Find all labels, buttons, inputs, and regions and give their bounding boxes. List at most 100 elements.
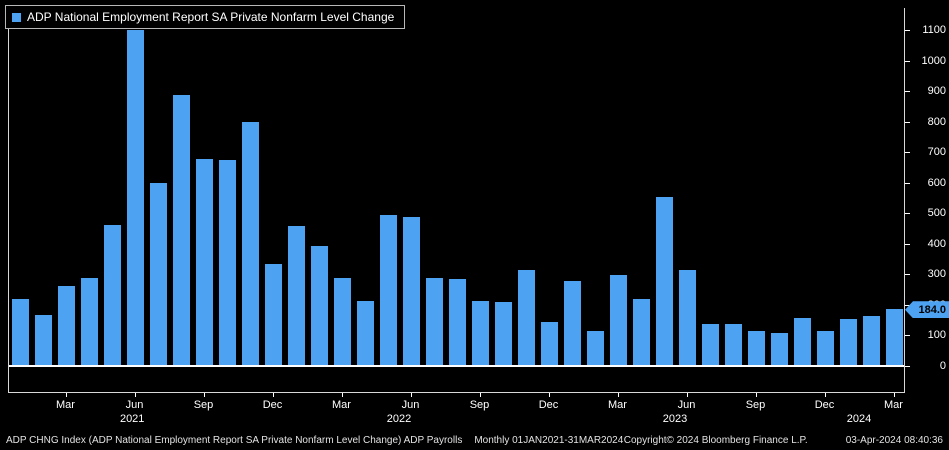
bar bbox=[817, 331, 834, 365]
y-axis: 010020030040050060070080090010001100 bbox=[905, 0, 949, 432]
x-tick-label: Mar bbox=[884, 399, 903, 411]
bar bbox=[541, 322, 558, 365]
footer-bar: ADP CHNG Index (ADP National Employment … bbox=[0, 431, 949, 450]
bar bbox=[104, 224, 121, 365]
footer-copyright: Copyright© 2024 Bloomberg Finance L.P. bbox=[623, 435, 808, 446]
bar bbox=[58, 285, 75, 365]
bar bbox=[472, 300, 489, 365]
y-tick bbox=[905, 91, 910, 93]
bar bbox=[288, 226, 305, 365]
bar bbox=[564, 281, 581, 365]
bar bbox=[311, 245, 328, 365]
bar bbox=[679, 270, 696, 365]
y-tick bbox=[905, 121, 910, 123]
y-tick bbox=[905, 182, 910, 184]
bar bbox=[702, 323, 719, 365]
bar bbox=[725, 323, 742, 365]
bar bbox=[426, 277, 443, 365]
x-tick bbox=[479, 393, 481, 397]
plot-area[interactable] bbox=[8, 8, 905, 393]
bar bbox=[403, 216, 420, 365]
x-year-label: 2023 bbox=[662, 413, 688, 425]
x-axis: Mar Jun Sep Dec Mar Jun Sep Dec Mar Jun Sep Dec Mar 2… bbox=[8, 393, 905, 429]
x-tick-label: Dec bbox=[814, 399, 835, 411]
y-tick bbox=[905, 152, 910, 154]
y-tick bbox=[905, 335, 910, 337]
bar bbox=[12, 299, 29, 365]
bar bbox=[127, 29, 144, 365]
x-tick bbox=[134, 393, 136, 397]
y-tick-label: 100 bbox=[927, 329, 946, 342]
y-tick bbox=[905, 213, 910, 215]
bar bbox=[495, 302, 512, 365]
y-tick bbox=[905, 243, 910, 245]
x-tick bbox=[893, 393, 895, 397]
x-tick bbox=[686, 393, 688, 397]
x-tick bbox=[548, 393, 550, 397]
y-tick-label: 700 bbox=[927, 146, 946, 159]
x-tick bbox=[617, 393, 619, 397]
bar bbox=[173, 94, 190, 365]
zero-baseline bbox=[9, 365, 904, 367]
bar bbox=[771, 332, 788, 365]
x-tick-label: Jun bbox=[677, 399, 696, 411]
y-tick bbox=[905, 274, 910, 276]
y-tick bbox=[905, 366, 910, 367]
x-tick bbox=[410, 393, 412, 397]
bar bbox=[380, 215, 397, 365]
y-tick bbox=[905, 60, 910, 62]
bar bbox=[656, 197, 673, 365]
bar bbox=[334, 277, 351, 365]
footer-periodicity: Monthly 01JAN2021-31MAR2024 bbox=[474, 435, 624, 446]
x-year-label: 2021 bbox=[119, 413, 145, 425]
y-tick-label: 500 bbox=[927, 207, 946, 220]
x-tick-label: Sep bbox=[745, 399, 766, 411]
x-tick-label: Mar bbox=[332, 399, 351, 411]
x-tick bbox=[203, 393, 205, 397]
x-tick bbox=[341, 393, 343, 397]
y-tick-label: 800 bbox=[927, 115, 946, 128]
legend-label: ADP National Employment Report SA Privat… bbox=[27, 10, 395, 24]
x-tick-label: Jun bbox=[401, 399, 420, 411]
x-tick-label: Dec bbox=[538, 399, 559, 411]
bar bbox=[633, 299, 650, 365]
last-value-tag: 184.0 bbox=[905, 301, 949, 319]
footer-series-info: ADP CHNG Index (ADP National Employment … bbox=[6, 435, 463, 446]
bar bbox=[242, 122, 259, 365]
x-tick-label: Jun bbox=[125, 399, 144, 411]
last-value-label: 184.0 bbox=[918, 303, 946, 316]
bar bbox=[886, 308, 903, 365]
legend[interactable]: ADP National Employment Report SA Privat… bbox=[5, 5, 406, 29]
y-tick bbox=[905, 30, 910, 31]
y-tick-label: 900 bbox=[927, 85, 946, 98]
x-tick-label: Sep bbox=[469, 399, 490, 411]
bar bbox=[35, 314, 52, 365]
x-tick-label: Mar bbox=[56, 399, 75, 411]
x-tick bbox=[755, 393, 757, 397]
legend-swatch-icon bbox=[12, 12, 21, 22]
x-tick-label: Sep bbox=[193, 399, 214, 411]
x-year-label: 2024 bbox=[846, 413, 872, 425]
bar bbox=[81, 277, 98, 365]
bar bbox=[610, 274, 627, 365]
bar bbox=[265, 264, 282, 365]
footer-timestamp: 03-Apr-2024 08:40:36 bbox=[845, 435, 943, 446]
bar bbox=[357, 300, 374, 365]
x-tick bbox=[824, 393, 826, 397]
y-tick-label: 300 bbox=[927, 268, 946, 281]
x-year-label: 2022 bbox=[386, 413, 412, 425]
bar bbox=[863, 316, 880, 365]
y-tick-label: 1100 bbox=[922, 24, 946, 36]
x-tick bbox=[272, 393, 274, 397]
bar bbox=[587, 331, 604, 365]
x-tick-label: Dec bbox=[262, 399, 283, 411]
bar bbox=[196, 158, 213, 365]
y-tick bbox=[905, 304, 910, 306]
x-tick bbox=[65, 393, 67, 397]
y-tick-label: 400 bbox=[927, 237, 946, 250]
bar bbox=[748, 331, 765, 365]
y-tick-label: 1000 bbox=[921, 54, 946, 67]
bar bbox=[840, 319, 857, 365]
y-tick-label: 0 bbox=[939, 360, 946, 372]
